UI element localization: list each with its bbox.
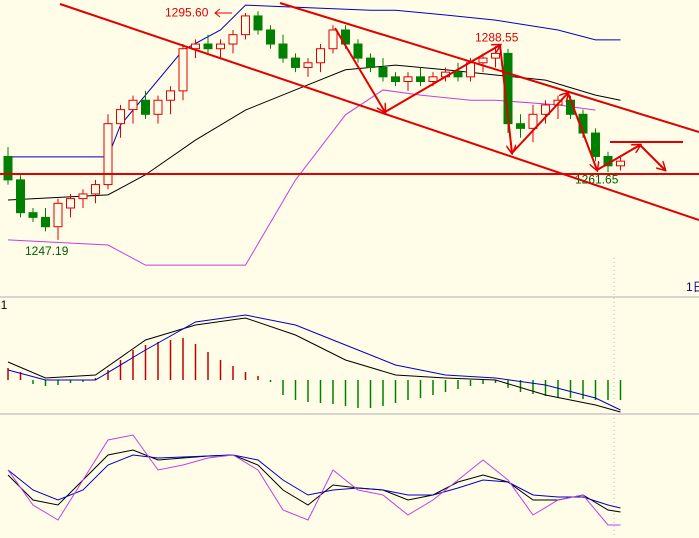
candle-body	[66, 198, 75, 209]
candle-body	[328, 29, 338, 50]
period-label: 1日	[686, 280, 699, 294]
candle-body	[366, 57, 375, 68]
candle-body	[253, 15, 263, 31]
candle-body	[16, 179, 25, 214]
candle-body	[528, 113, 538, 129]
candle-body	[591, 132, 600, 157]
arrow	[596, 145, 640, 171]
arrow	[334, 27, 385, 112]
candle-body	[428, 76, 438, 83]
candle-body	[303, 62, 313, 68]
candle-body	[41, 216, 50, 228]
candle-body	[3, 155, 13, 181]
candle-body	[28, 212, 38, 218]
candle-body	[103, 123, 113, 186]
macd-label: 51	[0, 298, 8, 312]
candle-body	[153, 99, 163, 115]
arrow	[499, 44, 512, 153]
candle-body	[228, 34, 238, 45]
candle-body	[178, 48, 188, 92]
candle-body	[166, 90, 175, 101]
candle-body	[78, 193, 88, 200]
candle-body	[128, 99, 138, 111]
candle-body	[353, 43, 363, 59]
candle-body	[241, 15, 250, 36]
candle-body	[203, 43, 213, 50]
candle-body	[266, 29, 275, 45]
candle-body	[191, 43, 200, 50]
candle-body	[141, 99, 150, 115]
arrow	[639, 144, 665, 170]
indicator-line	[7, 434, 621, 526]
indicator-line	[7, 317, 621, 413]
candle-body	[53, 202, 63, 228]
arrow	[511, 93, 568, 154]
price-label: 1295.60	[165, 5, 209, 19]
candle-body	[91, 184, 100, 195]
candle-body	[416, 76, 425, 83]
candle-body	[391, 76, 400, 83]
price-label: 1247.19	[25, 244, 69, 258]
arrow	[567, 92, 597, 170]
candle-body	[403, 76, 413, 83]
candle-body	[453, 71, 463, 78]
candle-body	[478, 57, 488, 64]
candle-body	[291, 57, 300, 68]
price-label: 1288.55	[475, 30, 519, 44]
candle-body	[541, 104, 550, 115]
candle-body	[616, 160, 625, 167]
candle-body	[316, 48, 325, 64]
drawing-tools	[0, 2, 699, 221]
candle-body	[378, 66, 388, 78]
candle-body	[216, 43, 225, 50]
channel-upper	[279, 2, 699, 133]
candle-body	[491, 52, 500, 59]
candle-body	[278, 43, 288, 59]
indicator-line	[7, 314, 621, 411]
arrow	[384, 45, 500, 113]
candle-body	[116, 109, 125, 125]
indicator-line	[7, 454, 621, 509]
label-arrow	[214, 8, 221, 18]
candle-body	[516, 123, 525, 129]
